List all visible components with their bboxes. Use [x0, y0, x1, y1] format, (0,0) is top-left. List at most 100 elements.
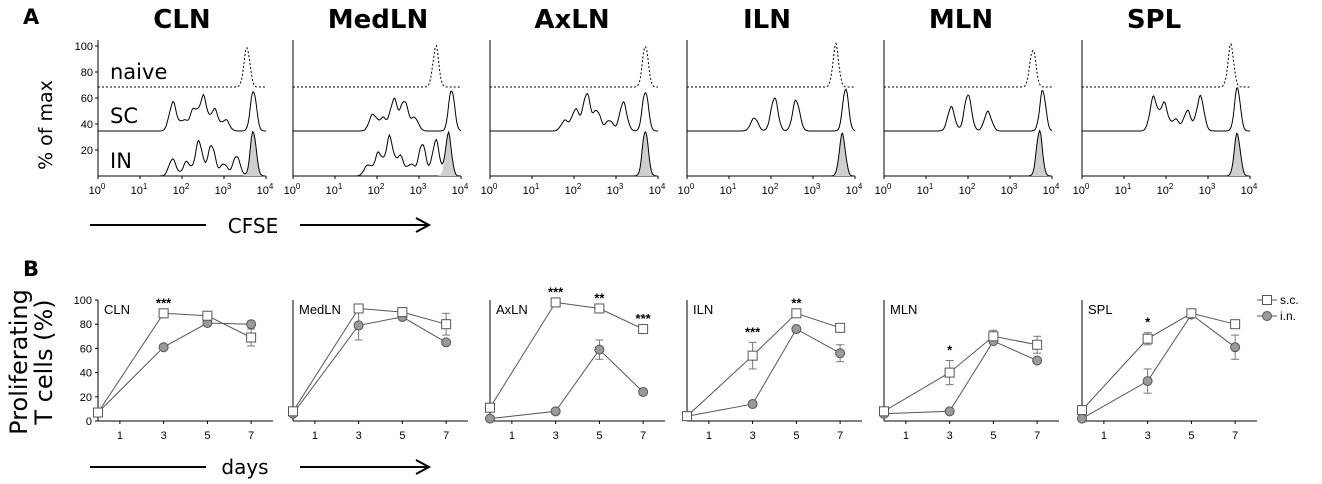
series-line-sc — [1081, 312, 1236, 411]
panel-label-a: A — [23, 5, 40, 29]
series-line-in — [1081, 313, 1236, 420]
histogram-fill-in — [831, 132, 853, 176]
x-tick-label-1e0: 100 — [284, 182, 301, 197]
x-tick-label-5: 5 — [990, 430, 996, 442]
y-tick-label-0: 0 — [86, 416, 92, 428]
point-sc — [246, 332, 257, 343]
x-tick-label-1e0: 100 — [89, 182, 106, 197]
panel-name-medln: MedLN — [299, 302, 341, 317]
x-tick-label-1e2: 102 — [762, 182, 779, 197]
point-in — [1077, 413, 1087, 424]
point-sc — [353, 303, 364, 314]
x-tick-label-1e1: 101 — [326, 182, 343, 197]
histogram-fill-in — [634, 132, 656, 176]
panel-a-x-axis-label-group: CFSE — [90, 214, 432, 238]
panel-name-spl: SPL — [1088, 302, 1113, 317]
histogram-panel-spl: 100 101 102 103 104 — [1073, 40, 1258, 197]
column-title-cln: CLN — [153, 5, 210, 35]
x-tick-label-1: 1 — [312, 430, 318, 442]
point-in — [791, 324, 802, 335]
y-tick-label-40: 40 — [80, 368, 92, 380]
x-tick-label-1e0: 100 — [875, 182, 892, 197]
legend-marker-i-n — [1262, 311, 1272, 321]
x-tick-label-1e4: 104 — [649, 182, 666, 197]
x-tick-label-1e4: 104 — [1043, 182, 1060, 197]
histogram-curve-in — [884, 129, 1052, 177]
point-sc — [879, 406, 889, 417]
series-line-in — [883, 340, 1038, 415]
histogram-curve-naive — [98, 46, 266, 88]
point-in — [638, 386, 649, 397]
x-tick-label-1e1: 101 — [523, 182, 540, 197]
series-line-in — [292, 316, 447, 414]
histogram-panel-mln: 100 101 102 103 104 — [875, 40, 1060, 197]
histogram-panel-axln: 100 101 102 103 104 — [481, 40, 666, 197]
histogram-fill-in — [437, 132, 459, 176]
legend-marker-s-c — [1262, 295, 1272, 305]
x-tick-label-3: 3 — [161, 430, 167, 442]
x-tick-label-1e3: 103 — [410, 182, 427, 197]
panel-label-b: B — [23, 257, 39, 281]
point-sc — [550, 297, 561, 308]
point-sc — [441, 319, 452, 330]
x-tick-label-3: 3 — [947, 430, 953, 442]
point-sc — [485, 402, 495, 413]
y-tick-label-20: 20 — [81, 145, 93, 157]
panel-b-x-axis-label: days — [221, 455, 268, 479]
line-panel-cln: 0 20 40 60 80 100 1 3 5 7 CLN *** — [74, 295, 273, 442]
x-tick-label-1e2: 102 — [1157, 182, 1174, 197]
row-label-in: IN — [110, 149, 132, 173]
point-sc — [158, 308, 169, 319]
significance-marker: *** — [636, 311, 652, 326]
column-title-spl: SPL — [1127, 5, 1181, 35]
point-sc — [202, 310, 213, 321]
histogram-fill-in — [1226, 132, 1248, 176]
x-tick-label-1: 1 — [903, 430, 909, 442]
x-tick-label-1e4: 104 — [257, 182, 274, 197]
x-tick-label-3: 3 — [1145, 430, 1151, 442]
point-sc — [1186, 308, 1197, 319]
histogram-curve-sc — [687, 88, 856, 132]
x-tick-label-1: 1 — [509, 430, 515, 442]
point-sc — [288, 406, 298, 417]
series-line-sc — [97, 312, 252, 413]
series-line-in — [686, 328, 841, 417]
x-tick-label-1e2: 102 — [368, 182, 385, 197]
histogram-panel-iln: 100 101 102 103 104 — [678, 40, 863, 197]
panel-b-legend: s.c. i.n. — [1257, 293, 1299, 323]
histogram-curve-naive — [884, 49, 1052, 88]
y-tick-label-60: 60 — [80, 343, 92, 355]
x-tick-label-7: 7 — [443, 430, 449, 442]
row-label-sc: SC — [110, 104, 138, 128]
x-tick-label-5: 5 — [793, 430, 799, 442]
x-tick-label-7: 7 — [837, 430, 843, 442]
series-line-sc — [292, 307, 447, 412]
point-sc — [638, 324, 649, 335]
series-line-in — [97, 322, 252, 413]
histogram-curve-in — [490, 131, 658, 177]
histogram-panel-medln: 100 101 102 103 104 — [284, 40, 469, 197]
significance-marker: ** — [594, 290, 605, 305]
x-tick-label-1e4: 104 — [452, 182, 469, 197]
histogram-curve-sc — [1082, 87, 1250, 132]
x-tick-label-5: 5 — [204, 430, 210, 442]
point-sc — [93, 407, 103, 418]
x-tick-label-1e2: 102 — [173, 182, 190, 197]
x-tick-label-7: 7 — [640, 430, 646, 442]
y-tick-label-20: 20 — [80, 392, 92, 404]
point-in — [485, 413, 495, 424]
x-tick-label-1e3: 103 — [804, 182, 821, 197]
histogram-fill-in — [242, 132, 264, 176]
point-sc — [988, 331, 999, 342]
x-tick-label-3: 3 — [750, 430, 756, 442]
point-in — [246, 319, 257, 330]
x-tick-label-1e1: 101 — [131, 182, 148, 197]
point-in — [158, 342, 169, 353]
panel-name-cln: CLN — [104, 302, 130, 317]
significance-marker: *** — [156, 295, 172, 310]
x-tick-label-7: 7 — [1034, 430, 1040, 442]
days-arrow-head — [415, 459, 432, 475]
